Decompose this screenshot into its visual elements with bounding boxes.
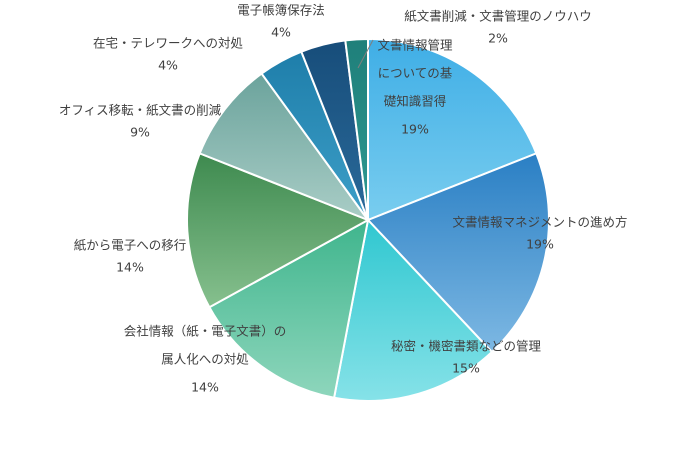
slice-percent-label: 19% <box>401 122 429 137</box>
slice-label-text: 電子帳簿保存法 <box>237 3 325 18</box>
slice-percent-label: 4% <box>271 25 291 40</box>
slice-label-5: 紙から電子への移行 14% <box>74 238 187 275</box>
slice-label-text: 紙文書削減・文書管理のノウハウ <box>404 9 592 24</box>
pie-slice-1 <box>367 37 538 222</box>
slice-label-text: 在宅・テレワークへの対処 <box>93 36 244 51</box>
pie-slice-5 <box>186 152 371 309</box>
slice-percent-label: 9% <box>130 125 150 140</box>
slice-label-text: 会社情報（紙・電子文書）の <box>124 324 287 339</box>
pie-slice-6 <box>198 72 371 223</box>
slice-label-text: 文書情報管理 <box>377 38 453 53</box>
slice-label-2: 文書情報マネジメントの進め方 19% <box>452 215 627 252</box>
slice-label-6: オフィス移転・紙文書の削減 9% <box>59 103 222 140</box>
slice-label-text: についての基 <box>378 66 453 81</box>
slice-percent-label: 14% <box>191 380 219 395</box>
slice-label-3: 秘密・機密書類などの管理 15% <box>391 339 542 376</box>
slice-percent-label: 4% <box>158 58 178 73</box>
slice-label-9: 紙文書削減・文書管理のノウハウ 2% <box>404 9 592 46</box>
slice-label-text: 文書情報マネジメントの進め方 <box>452 215 627 230</box>
pie-slice-4 <box>208 218 370 399</box>
pie-slice-2 <box>366 152 550 354</box>
slice-percent-label: 19% <box>526 237 554 252</box>
slice-label-text: 秘密・機密書類などの管理 <box>391 339 542 354</box>
slice-label-7: 在宅・テレワークへの対処 4% <box>93 36 244 73</box>
slice-percent-label: 2% <box>488 31 508 46</box>
pie-slice-3 <box>332 217 494 402</box>
slice-label-text: 紙から電子への移行 <box>74 238 187 253</box>
pie-slice-9 <box>344 37 369 221</box>
slice-label-8: 電子帳簿保存法 4% <box>237 3 325 40</box>
leader-line-9 <box>357 39 374 69</box>
slice-label-text: オフィス移転・紙文書の削減 <box>59 103 222 118</box>
slice-percent-label: 15% <box>452 361 480 376</box>
slice-label-text: 礎知識習得 <box>384 94 447 109</box>
slice-label-text: 属人化への対処 <box>161 352 249 367</box>
slice-percent-label: 14% <box>116 260 144 275</box>
